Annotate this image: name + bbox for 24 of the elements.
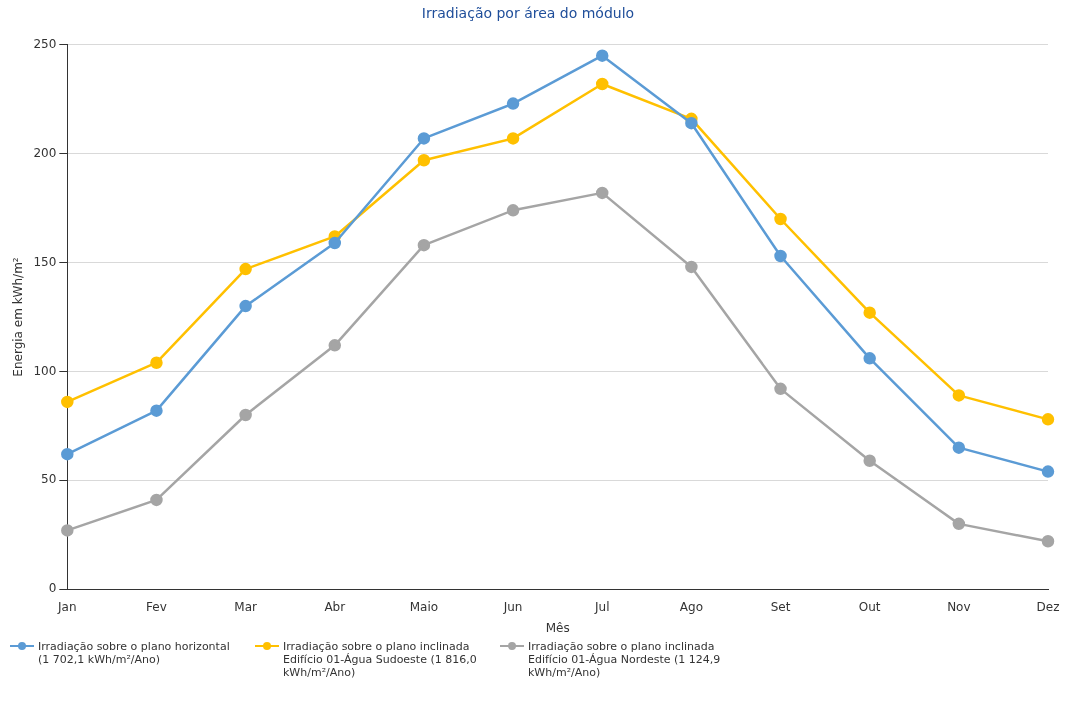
y-tick-label: 150 bbox=[33, 254, 57, 269]
chart-title: Irradiação por área do módulo bbox=[421, 5, 635, 22]
y-tick-label: 250 bbox=[33, 36, 57, 51]
x-tick-label: Mar bbox=[234, 599, 257, 614]
legend-label: Irradiação sobre o plano horizontal (1 702,1 kWh/m²/Ano) bbox=[38, 640, 231, 666]
x-tick-label: Set bbox=[770, 599, 791, 614]
y-tick-label: 50 bbox=[41, 472, 57, 487]
y-tick-label: 100 bbox=[33, 363, 57, 378]
x-axis-title: Mês bbox=[545, 620, 570, 635]
x-tick-label: Jun bbox=[502, 599, 523, 614]
x-tick-label: Out bbox=[858, 599, 881, 614]
x-tick-label: Ago bbox=[679, 599, 703, 614]
y-axis-title: Energia em kWh/m² bbox=[11, 257, 26, 377]
legend-label: Irradiação sobre o plano inclinada Edifício 01-Água Nordeste (1 124,9 kWh/m²/Ano) bbox=[528, 640, 722, 679]
x-tick-label: Maio bbox=[409, 599, 439, 614]
y-tick-label: 200 bbox=[33, 145, 57, 160]
x-tick-label: Jul bbox=[593, 599, 610, 614]
x-tick-label: Jan bbox=[57, 599, 77, 614]
y-tick-label: 0 bbox=[48, 581, 57, 596]
x-tick-label: Fev bbox=[146, 599, 167, 614]
x-tick-label: Nov bbox=[947, 599, 971, 614]
x-tick-label: Dez bbox=[1036, 599, 1060, 614]
legend-label: Irradiação sobre o plano inclinada Edifício 01-Água Sudoeste (1 816,0 kWh/m²/Ano) bbox=[283, 640, 478, 679]
x-tick-label: Abr bbox=[324, 599, 346, 614]
